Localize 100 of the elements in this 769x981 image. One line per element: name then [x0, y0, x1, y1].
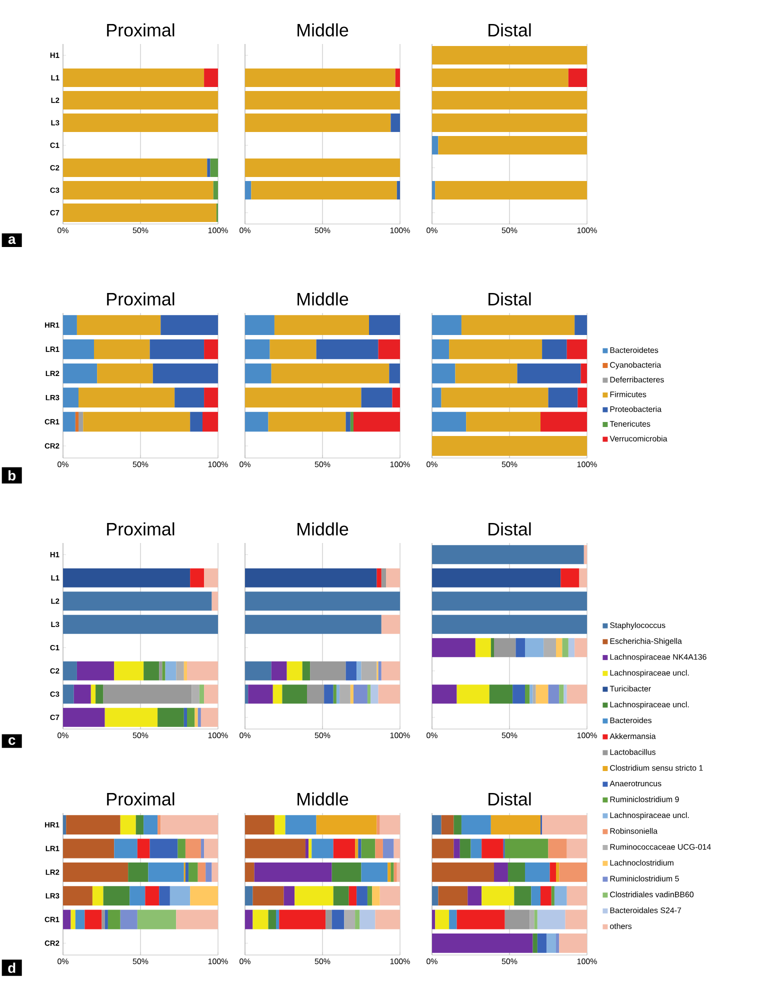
bar	[245, 815, 274, 835]
bar	[199, 684, 204, 704]
bar	[449, 910, 457, 930]
bar	[63, 114, 218, 132]
bar	[432, 933, 533, 953]
bar	[254, 862, 332, 882]
bar	[579, 568, 588, 588]
bar	[470, 838, 482, 858]
bar	[202, 412, 218, 432]
bar	[432, 638, 476, 658]
bar	[63, 315, 77, 335]
bar	[185, 862, 189, 882]
bar	[204, 838, 218, 858]
bar	[94, 339, 150, 360]
bar	[388, 862, 391, 882]
bar	[461, 815, 491, 835]
bar	[361, 388, 392, 408]
bar	[354, 412, 400, 432]
bar	[103, 684, 192, 704]
bar	[63, 815, 66, 835]
bar	[562, 638, 568, 658]
bar	[187, 661, 218, 680]
bar	[316, 815, 377, 835]
bar	[308, 838, 312, 858]
bar	[148, 862, 184, 882]
bar	[70, 910, 76, 930]
bar	[84, 910, 102, 930]
bar	[516, 638, 526, 658]
bar	[83, 412, 190, 432]
bar	[63, 592, 212, 611]
bar	[361, 862, 388, 882]
bar	[76, 315, 161, 335]
bar	[512, 684, 526, 704]
bar	[432, 388, 442, 408]
bar	[525, 638, 544, 658]
bar	[540, 412, 588, 432]
bar	[548, 838, 567, 858]
bar	[63, 910, 71, 930]
bar	[350, 684, 354, 704]
bar	[326, 910, 332, 930]
bar	[370, 684, 378, 704]
bar	[390, 862, 394, 882]
bar	[432, 315, 462, 335]
bar	[441, 388, 548, 408]
bar	[438, 886, 468, 906]
bar	[120, 815, 136, 835]
bar	[376, 815, 380, 835]
bar	[324, 684, 334, 704]
bar	[566, 838, 588, 858]
bar	[204, 568, 218, 588]
bar	[200, 708, 218, 727]
bar	[144, 815, 158, 835]
bar	[356, 886, 368, 906]
bar	[532, 933, 538, 953]
bar	[432, 910, 436, 930]
bar	[187, 708, 195, 727]
bar	[268, 910, 276, 930]
bar	[540, 886, 552, 906]
bar	[435, 910, 450, 930]
bar	[63, 838, 114, 858]
bar	[114, 661, 144, 680]
bar	[204, 68, 218, 87]
bar	[245, 181, 252, 200]
bar	[190, 886, 218, 906]
bar	[136, 815, 144, 835]
bar	[455, 364, 518, 384]
bar	[159, 886, 170, 906]
bar	[566, 684, 588, 704]
bar	[530, 910, 534, 930]
bar	[358, 838, 362, 858]
bar	[536, 684, 548, 704]
bar	[130, 886, 146, 906]
bar	[564, 684, 567, 704]
bar	[354, 684, 368, 704]
bar	[574, 315, 588, 335]
bar	[432, 68, 568, 87]
bar	[245, 886, 253, 906]
bar	[92, 886, 104, 906]
bar	[559, 684, 564, 704]
chart-title: Middle	[298, 522, 348, 536]
bar	[150, 339, 204, 360]
chart-title: Proximal	[107, 23, 174, 36]
bar	[103, 886, 130, 906]
bar	[432, 136, 438, 154]
bar	[176, 910, 218, 930]
bar	[336, 684, 340, 704]
bar	[494, 862, 508, 882]
bar	[460, 838, 471, 858]
bar	[432, 815, 442, 835]
bar	[544, 638, 556, 658]
bar	[245, 158, 400, 177]
bar	[178, 838, 186, 858]
bar	[546, 933, 556, 953]
bar	[252, 910, 268, 930]
bar	[454, 815, 462, 835]
bar	[537, 933, 547, 953]
bar	[554, 886, 567, 906]
bar	[482, 838, 504, 858]
bar	[432, 364, 456, 384]
bar	[160, 815, 218, 835]
